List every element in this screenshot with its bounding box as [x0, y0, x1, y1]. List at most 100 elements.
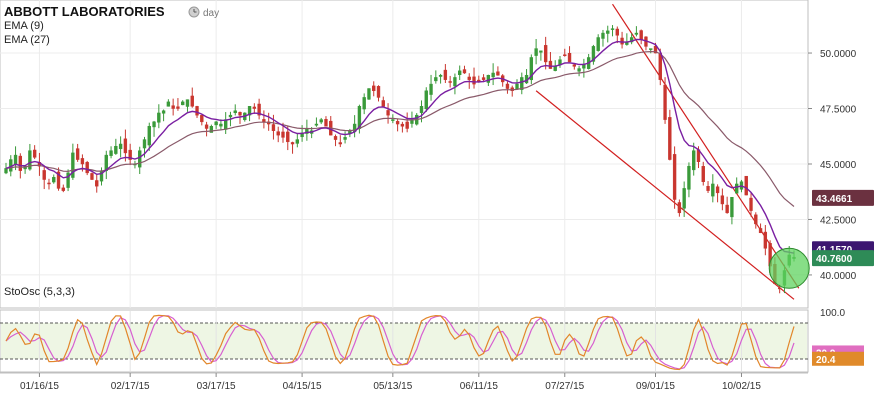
candle-body [224, 119, 228, 130]
price-badge-label: 43.4661 [816, 194, 853, 205]
interval-label[interactable]: day [203, 8, 219, 19]
candle-body [386, 110, 390, 116]
price-tick-label: 45.0000 [820, 160, 857, 171]
date-tick-label: 04/15/15 [283, 381, 322, 392]
date-tick-label: 03/17/15 [197, 381, 236, 392]
date-tick-label: 07/27/15 [545, 381, 584, 392]
candle-body [725, 204, 729, 214]
candle-body [400, 123, 405, 127]
candle-body [692, 150, 696, 171]
candle-body [610, 28, 615, 30]
candle-body [319, 119, 323, 123]
osc-badge-label: 20.4 [816, 355, 836, 366]
candle-body [195, 106, 199, 116]
candle-body [620, 37, 624, 45]
date-tick-label: 01/16/15 [20, 381, 59, 392]
candle-body [66, 172, 70, 188]
oscillator-band [1, 323, 807, 359]
candle-body [462, 69, 467, 74]
candle-body [257, 103, 261, 116]
candle-body [682, 188, 686, 209]
indicator-ema27-label[interactable]: EMA (27) [4, 34, 50, 46]
candle-body [276, 131, 280, 136]
candle-body [333, 136, 338, 140]
candle-body [118, 143, 123, 150]
candle-body [219, 123, 223, 127]
candle-body [95, 180, 99, 187]
candle-body [247, 106, 252, 116]
candle-body [138, 150, 142, 168]
candle-body [534, 48, 538, 56]
candle-body [18, 155, 23, 171]
oscillator-upper-label: 100.0 [820, 308, 845, 319]
candle-body [429, 83, 433, 95]
indicator-ema9-label[interactable]: EMA (9) [4, 20, 44, 32]
candle-body [663, 84, 667, 120]
candle-body [181, 101, 185, 106]
candle-body [372, 85, 376, 92]
oscillator-badges: 30.920.4 [812, 345, 864, 366]
candle-body [209, 126, 214, 133]
main-plot-area[interactable] [0, 0, 809, 309]
candle-body [75, 148, 80, 160]
date-tick-label: 09/01/15 [636, 381, 675, 392]
candle-body [481, 77, 486, 80]
candle-body [486, 74, 491, 83]
candle-body [730, 197, 734, 218]
candle-body [615, 28, 619, 36]
candle-body [56, 171, 61, 189]
candle-body [434, 77, 438, 82]
candle-body [572, 64, 576, 67]
ema9-line [5, 38, 795, 254]
candle-body [123, 138, 128, 154]
candle-body [606, 30, 610, 34]
price-badge-label: 40.7600 [816, 254, 853, 265]
price-badge-last_price [812, 250, 874, 267]
highlight-circle [768, 247, 810, 289]
candle-body [343, 137, 347, 140]
ema27-line [5, 50, 795, 207]
candle-body [639, 30, 643, 40]
candle-body [262, 119, 266, 123]
candle-body [157, 112, 161, 123]
candle-body [520, 77, 524, 90]
candle-body [42, 170, 46, 180]
candle-body [238, 112, 242, 116]
candle-body [109, 150, 113, 156]
candle-body [715, 186, 720, 194]
candle-body [142, 139, 147, 149]
candle-body [233, 110, 237, 114]
candle-body [80, 158, 85, 165]
candle-body [214, 121, 218, 126]
candle-body [290, 142, 295, 145]
candle-body [649, 48, 653, 50]
oscillator-d-line [5, 315, 795, 370]
candle-body [152, 121, 156, 128]
candle-body [443, 69, 448, 80]
candle-body [286, 131, 290, 143]
candle-body [749, 197, 753, 211]
candle-body [491, 72, 495, 78]
candle-body [472, 76, 476, 85]
candle-body [706, 186, 710, 191]
candle-body [448, 81, 452, 83]
candle-body [744, 175, 748, 196]
candle-body [85, 162, 89, 174]
candle-body [395, 121, 400, 125]
candle-body [567, 52, 572, 63]
date-tick-label: 02/17/15 [111, 381, 150, 392]
candle-body [543, 45, 548, 63]
candle-body [677, 202, 682, 214]
date-axis: 01/16/15 02/17/15 03/17/15 04/15/15 05/13/15… [0, 372, 808, 392]
candle-body [171, 105, 175, 109]
candle-body [735, 183, 739, 194]
candle-body [314, 123, 319, 126]
candle-body [376, 86, 381, 98]
osc-badge-k [812, 351, 864, 366]
candle-body [458, 70, 462, 75]
candle-body [28, 150, 32, 170]
candle-body [505, 83, 510, 89]
candle-body [563, 54, 567, 56]
